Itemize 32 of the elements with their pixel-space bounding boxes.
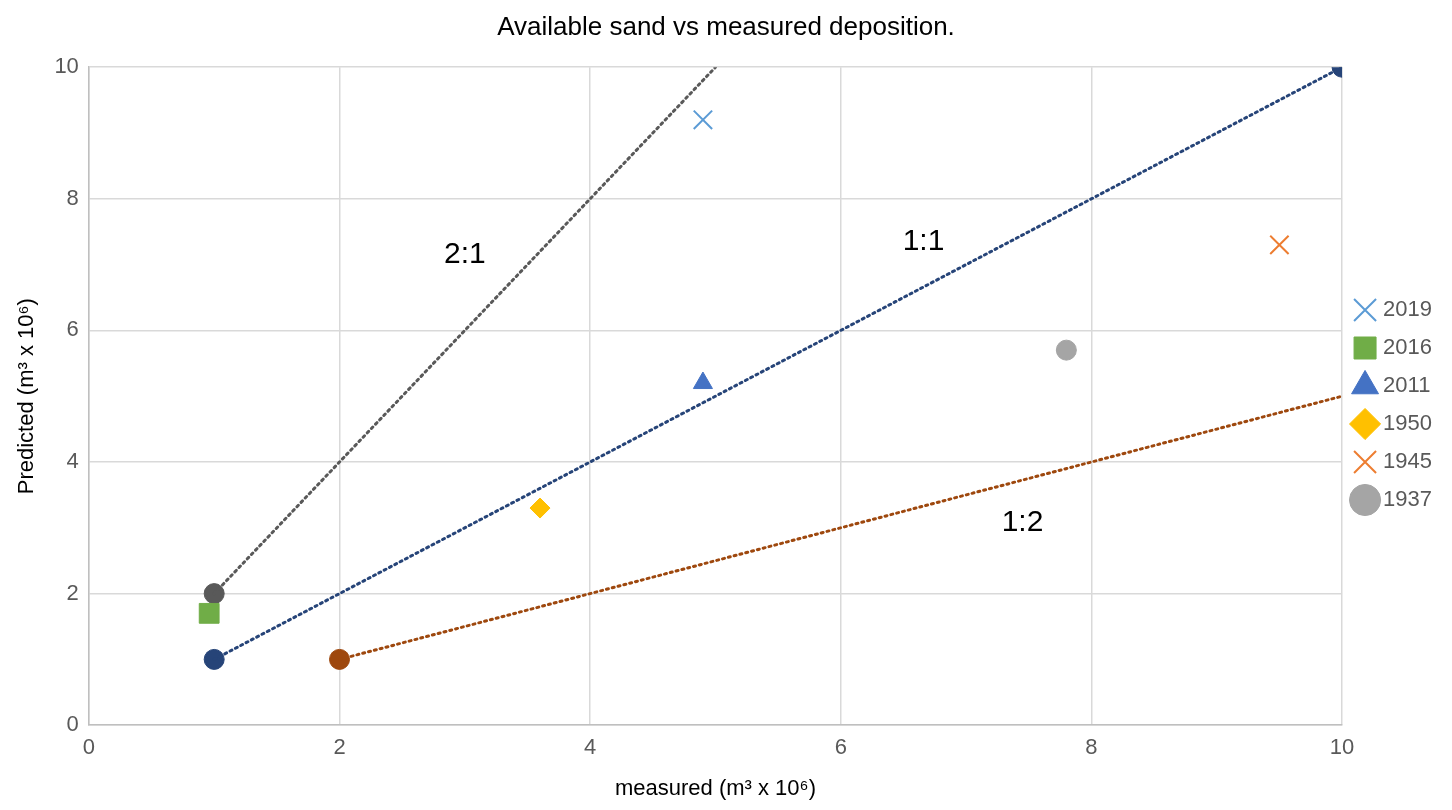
- point: [1055, 339, 1077, 361]
- point: [203, 583, 225, 605]
- x-tick-label: 4: [584, 734, 597, 760]
- point: [529, 497, 551, 519]
- point: [692, 109, 714, 131]
- point: [1269, 234, 1290, 256]
- annotation: 1:2: [1001, 503, 1044, 537]
- y-tick-label: 4: [66, 448, 79, 474]
- x-tick-label: 10: [1329, 734, 1355, 760]
- point: [198, 602, 220, 624]
- legend-label: 1950: [1383, 410, 1433, 436]
- legend-label: 2019: [1383, 296, 1433, 322]
- x-axis-title: measured (m³ x 10⁶): [614, 774, 816, 800]
- legend-label: 2011: [1383, 372, 1431, 398]
- legend-label: 1937: [1383, 486, 1433, 512]
- x-tick-label: 0: [82, 734, 95, 760]
- y-axis-title: Predicted (m³ x 10⁶): [13, 298, 39, 495]
- point: [329, 648, 351, 670]
- chart-title: Available sand vs measured deposition.: [497, 10, 955, 41]
- point: [203, 648, 225, 670]
- y-tick-label: 8: [66, 184, 79, 210]
- y-tick-label: 2: [66, 579, 79, 605]
- x-tick-label: 8: [1085, 734, 1098, 760]
- legend-label: 2016: [1383, 334, 1433, 360]
- annotation: 1:1: [902, 222, 945, 256]
- x-tick-label: 2: [333, 734, 346, 760]
- y-tick-label: 0: [66, 711, 79, 737]
- y-tick-label: 10: [54, 53, 79, 79]
- y-tick-label: 6: [66, 316, 79, 342]
- x-tick-label: 6: [834, 734, 847, 760]
- legend-label: 1945: [1383, 448, 1433, 474]
- annotation: 2:1: [443, 236, 486, 269]
